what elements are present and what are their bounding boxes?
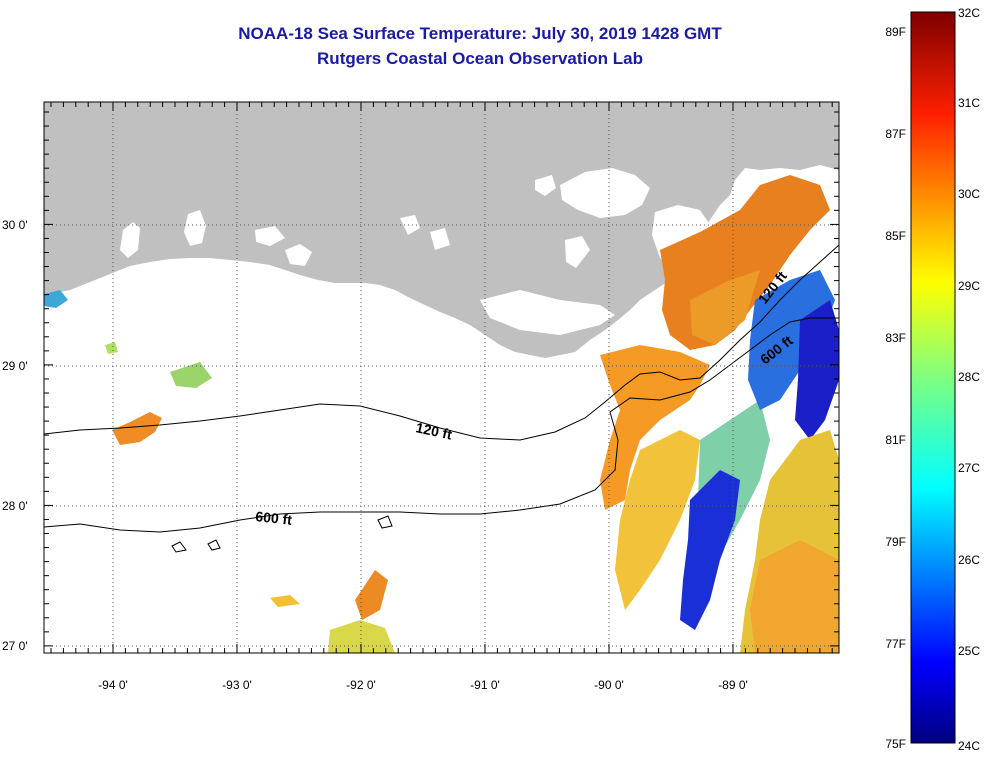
colorbar-c-label: 27C (958, 461, 980, 475)
map-title: NOAA-18 Sea Surface Temperature: July 30… (238, 24, 722, 43)
colorbar-c-label: 32C (958, 6, 980, 20)
map-subtitle: Rutgers Coastal Ocean Observation Lab (317, 49, 643, 68)
lat-tick-label: 30 0' (2, 218, 28, 232)
calcasieu-lake (120, 222, 140, 258)
lat-tick-label: 27 0' (2, 639, 28, 653)
colorbar-c-label: 29C (958, 279, 980, 293)
lat-axis-labels: 30 0' 29 0' 28 0' 27 0' (2, 218, 28, 653)
colorbar-c-label: 28C (958, 370, 980, 384)
colorbar-c-label: 31C (958, 96, 980, 110)
sst-patches (44, 175, 839, 653)
colorbar-f-label: 85F (885, 229, 906, 243)
colorbar-c-label: 26C (958, 553, 980, 567)
grand-lake (285, 244, 312, 266)
contour-120ft-line (44, 244, 839, 441)
colorbar (910, 11, 956, 744)
colorbar-f-label: 89F (885, 25, 906, 39)
contour-label: 120 ft (414, 419, 453, 442)
white-lake (255, 226, 285, 246)
colorbar-f-label: 75F (885, 737, 906, 751)
colorbar-f-label: 87F (885, 127, 906, 141)
lat-tick-label: 28 0' (2, 499, 28, 513)
colorbar-f-label: 83F (885, 331, 906, 345)
contour-600ft-line (44, 317, 839, 533)
lon-tick-label: -89 0' (718, 678, 748, 692)
colorbar-c-label: 30C (958, 187, 980, 201)
colorbar-c-label: 25C (958, 644, 980, 658)
lon-tick-label: -94 0' (98, 678, 128, 692)
colorbar-f-label: 79F (885, 535, 906, 549)
map-frame (43, 101, 840, 654)
lake-pontchartrain (560, 168, 650, 218)
colorbar-fahrenheit-labels: 89F 87F 85F 83F 81F 79F 77F 75F (885, 25, 906, 751)
colorbar-celsius-labels: 32C 31C 30C 29C 28C 27C 26C 25C 24C (958, 6, 980, 753)
lat-tick-label: 29 0' (2, 359, 28, 373)
graticule (44, 102, 839, 653)
contour-label: 600 ft (255, 508, 293, 528)
colorbar-f-label: 77F (885, 637, 906, 651)
marsh-ponds (400, 215, 615, 335)
lon-tick-label: -92 0' (346, 678, 376, 692)
lon-axis-labels: -94 0' -93 0' -92 0' -91 0' -90 0' -89 0… (98, 678, 748, 692)
lon-tick-label: -93 0' (222, 678, 252, 692)
colorbar-c-label: 24C (958, 739, 980, 753)
lake-maurepas (535, 175, 556, 196)
contour-islands (171, 515, 393, 553)
colorbar-f-label: 81F (885, 433, 906, 447)
sabine-lake (184, 210, 206, 246)
lon-tick-label: -90 0' (594, 678, 624, 692)
frame-ticks (44, 102, 839, 653)
lon-tick-label: -91 0' (470, 678, 500, 692)
